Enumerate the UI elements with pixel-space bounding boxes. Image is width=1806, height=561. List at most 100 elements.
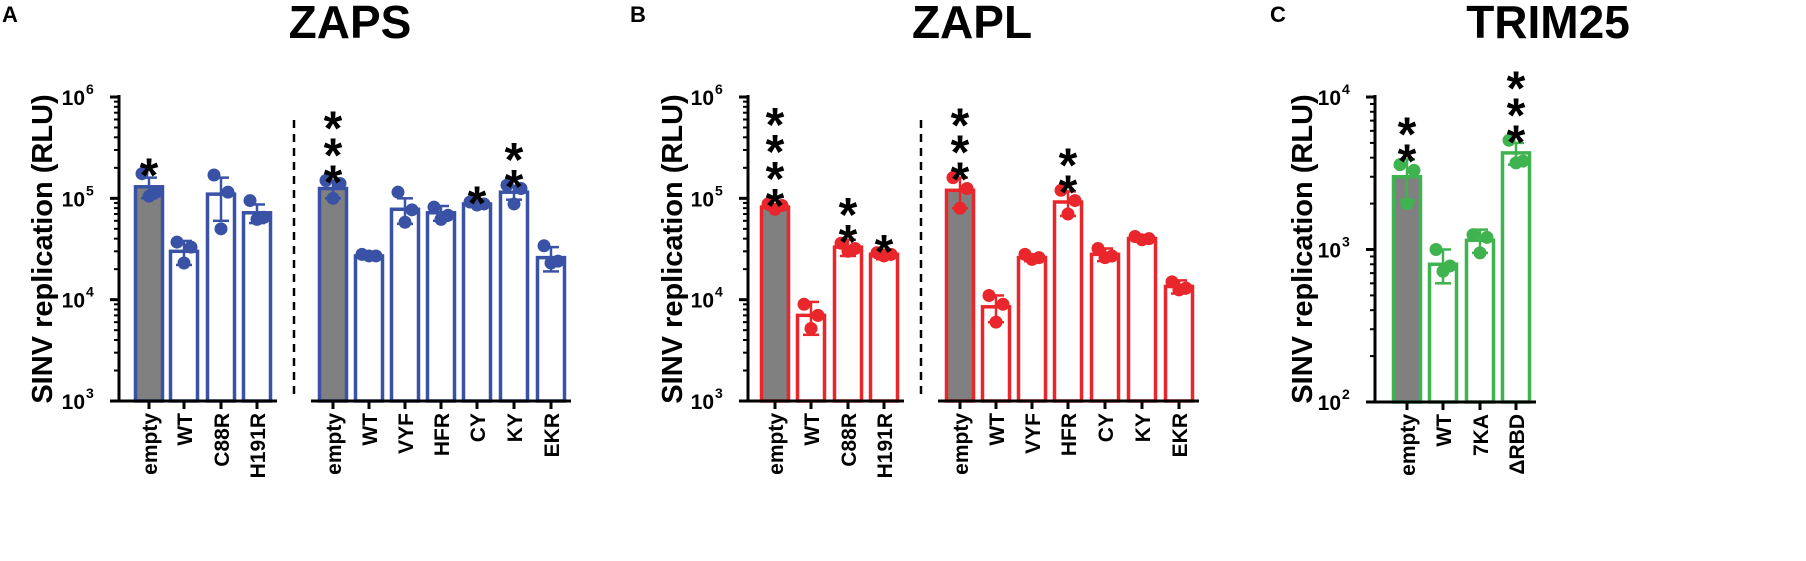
y-axis-label: SINV replication (RLU)	[1287, 94, 1319, 403]
x-tick-label: HFR	[431, 413, 454, 456]
y-tick-label: 10	[691, 290, 714, 313]
bar-WT	[168, 249, 200, 403]
data-point	[326, 191, 340, 205]
bar-empty	[133, 185, 165, 403]
y-tick-label: 10	[691, 87, 714, 110]
significance-star: *	[951, 100, 970, 153]
data-point	[135, 167, 149, 181]
data-point	[177, 256, 191, 270]
data-point	[184, 240, 198, 254]
data-point	[982, 288, 996, 302]
x-tick-label: VYF	[1022, 413, 1045, 454]
significance-star: *	[1507, 62, 1526, 115]
data-point	[214, 222, 228, 236]
bar-WT	[353, 254, 385, 403]
data-point	[537, 239, 551, 253]
y-tick-label: 10	[691, 188, 714, 211]
bar-HFR	[1052, 200, 1084, 403]
data-point	[1061, 207, 1075, 221]
bar-KY	[498, 190, 530, 403]
data-point	[1098, 251, 1112, 265]
y-tick-exponent: 5	[86, 182, 94, 198]
x-tick-label: WT	[801, 413, 824, 446]
x-tick-label: VYF	[395, 413, 418, 454]
data-point	[960, 182, 974, 196]
x-tick-label: CY	[467, 413, 490, 442]
data-point	[250, 212, 264, 226]
data-point	[391, 185, 405, 199]
data-point	[398, 215, 412, 229]
data-point	[427, 200, 441, 214]
y-tick-label: 10	[62, 87, 85, 110]
significance-star: *	[766, 153, 785, 206]
significance-star: *	[951, 154, 970, 207]
y-tick-label: 10	[1318, 392, 1341, 415]
x-tick-label: CY	[1095, 413, 1118, 442]
y-tick-label: 10	[62, 391, 85, 414]
significance-star: *	[766, 180, 785, 233]
bar-HFR	[425, 211, 457, 403]
data-point	[514, 182, 528, 196]
data-point	[500, 178, 514, 192]
data-point	[804, 321, 818, 335]
y-tick-exponent: 4	[715, 284, 723, 300]
significance-star: *	[324, 102, 343, 155]
x-tick-label: ΔRBD	[1506, 414, 1529, 475]
data-point	[405, 203, 419, 217]
bar-empty	[944, 188, 976, 403]
y-tick-label: 10	[1318, 240, 1341, 263]
panel-letter: A	[2, 2, 18, 27]
bar-ΔRBD	[1500, 151, 1532, 404]
x-tick-label: empty	[765, 413, 788, 475]
bar-VYF	[1016, 255, 1048, 403]
significance-star: *	[324, 156, 343, 209]
significance-star: *	[766, 99, 785, 152]
x-tick-label: H191R	[247, 413, 270, 478]
y-tick-exponent: 2	[1342, 386, 1350, 402]
data-point	[1473, 246, 1487, 260]
y-tick-label: 10	[62, 188, 85, 211]
data-point	[362, 249, 376, 263]
data-point	[877, 249, 891, 263]
significance-star: *	[875, 226, 894, 279]
significance-star: *	[324, 129, 343, 182]
data-point	[170, 235, 184, 249]
data-point	[841, 244, 855, 258]
y-tick-exponent: 6	[715, 81, 723, 97]
data-point	[1429, 243, 1443, 256]
bar-H191R	[241, 211, 273, 403]
y-tick-label: 10	[691, 391, 714, 414]
data-point	[434, 212, 448, 226]
y-tick-exponent: 4	[86, 284, 94, 300]
bar-WT	[1427, 262, 1459, 404]
bar-CY	[461, 202, 493, 403]
data-point	[544, 256, 558, 270]
data-point	[1068, 194, 1082, 208]
x-tick-label: WT	[359, 413, 382, 446]
significance-star: *	[1059, 166, 1078, 219]
bar-KY	[1126, 236, 1158, 403]
x-tick-label: WT	[986, 413, 1009, 446]
x-tick-label: WT	[174, 413, 197, 446]
bar-EKR	[535, 255, 567, 403]
data-point	[319, 173, 333, 187]
data-point	[333, 177, 347, 191]
significance-star: *	[1507, 116, 1526, 169]
significance-star: *	[1507, 89, 1526, 142]
x-tick-label: C88R	[838, 413, 861, 467]
data-point	[1502, 133, 1516, 147]
data-point	[989, 315, 1003, 329]
significance-star: *	[839, 216, 858, 269]
data-point	[1091, 241, 1105, 255]
panel-letter: C	[1270, 2, 1286, 27]
y-axis-label: SINV replication (RLU)	[657, 94, 689, 403]
data-point	[1466, 228, 1480, 242]
y-tick-exponent: 3	[1342, 234, 1350, 250]
data-point	[221, 185, 235, 199]
significance-star: *	[1398, 108, 1417, 161]
bar-EKR	[1163, 284, 1195, 403]
